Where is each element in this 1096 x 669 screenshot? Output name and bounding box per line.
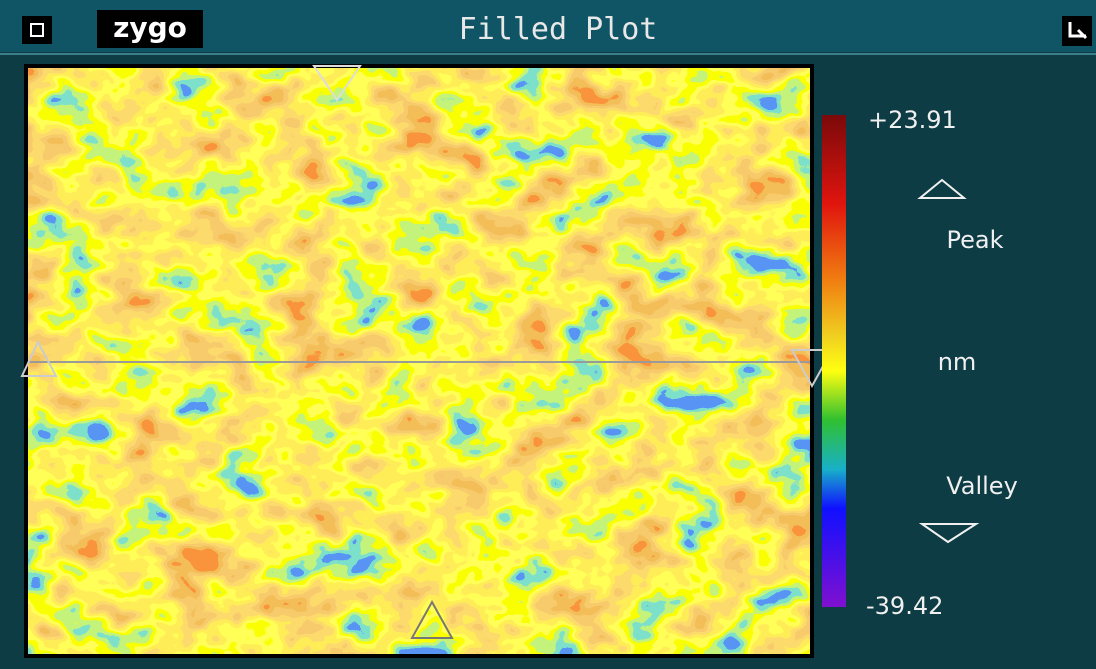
peak-label: Peak: [947, 226, 1004, 254]
window-title: Filled Plot: [459, 12, 658, 47]
logo: zygo: [113, 11, 187, 44]
scale-min: -39.42: [866, 592, 943, 620]
menu-icon[interactable]: [22, 16, 52, 44]
unit-label: nm: [938, 348, 977, 376]
valley-arrow: [922, 524, 976, 542]
window: zygo Filled Plot +23.91 Peak nm Valley -…: [0, 0, 1096, 669]
color-bar: [822, 115, 846, 607]
valley-label: Valley: [946, 472, 1018, 500]
page: zygo Filled Plot +23.91 Peak nm Valley -…: [0, 0, 1096, 669]
scale-max: +23.91: [868, 106, 957, 134]
peak-arrow: [920, 180, 964, 198]
